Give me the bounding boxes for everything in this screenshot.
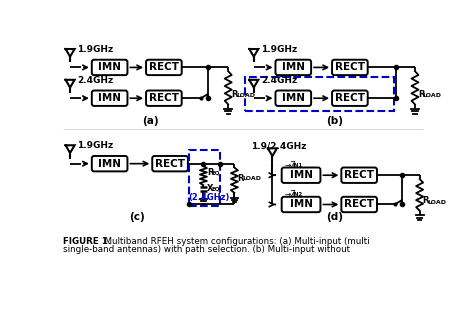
Text: RECT: RECT (149, 93, 179, 103)
Text: LOAD: LOAD (428, 200, 447, 205)
Text: IN1: IN1 (292, 163, 303, 168)
FancyBboxPatch shape (275, 60, 311, 75)
Text: RECT: RECT (344, 199, 374, 210)
Text: RECT: RECT (335, 93, 365, 103)
Text: X: X (207, 184, 214, 193)
Text: R: R (207, 168, 214, 177)
Text: LOAD: LOAD (423, 93, 442, 99)
Text: →Z: →Z (285, 161, 296, 170)
FancyBboxPatch shape (146, 91, 182, 106)
Text: RECT: RECT (155, 159, 185, 169)
FancyBboxPatch shape (152, 156, 188, 171)
FancyBboxPatch shape (332, 91, 368, 106)
Text: IMN: IMN (98, 93, 121, 103)
Bar (190, 150, 220, 206)
Text: RECT: RECT (344, 170, 374, 180)
Text: (b): (b) (326, 116, 343, 126)
Text: 2.4GHz: 2.4GHz (261, 76, 297, 85)
Text: RECT: RECT (335, 62, 365, 73)
Text: (d): (d) (326, 212, 343, 222)
Text: 1.9GHz: 1.9GHz (261, 45, 297, 54)
Text: R: R (237, 174, 244, 183)
Text: R: R (418, 90, 425, 99)
Bar (245, 77, 394, 111)
Text: IMN: IMN (282, 62, 305, 73)
Text: LOAD: LOAD (236, 93, 255, 99)
Text: EQ: EQ (212, 187, 220, 192)
Text: single-band antennas) with path selection. (b) Multi-input without: single-band antennas) with path selectio… (63, 245, 350, 254)
FancyBboxPatch shape (341, 197, 377, 212)
FancyBboxPatch shape (92, 60, 128, 75)
Text: EQ: EQ (212, 170, 220, 176)
Text: (c): (c) (129, 212, 145, 222)
Text: Multiband RFEH system configurations: (a) Multi-input (multi: Multiband RFEH system configurations: (a… (99, 237, 369, 246)
FancyBboxPatch shape (92, 156, 128, 171)
Text: R: R (423, 196, 429, 205)
FancyBboxPatch shape (282, 168, 320, 183)
FancyBboxPatch shape (332, 60, 368, 75)
Text: IMN: IMN (98, 62, 121, 73)
FancyBboxPatch shape (275, 91, 311, 106)
Text: FIGURE 1.: FIGURE 1. (63, 237, 111, 246)
Text: (a): (a) (142, 116, 159, 126)
Text: 1.9/2.4GHz: 1.9/2.4GHz (251, 141, 306, 150)
Text: 2.4GHz: 2.4GHz (77, 76, 113, 85)
Text: →Z: →Z (285, 190, 296, 199)
FancyBboxPatch shape (282, 197, 320, 212)
FancyBboxPatch shape (92, 91, 128, 106)
Text: IN2: IN2 (292, 192, 303, 197)
Text: IMN: IMN (98, 159, 121, 169)
Text: 1.9GHz: 1.9GHz (77, 142, 113, 150)
FancyBboxPatch shape (146, 60, 182, 75)
Text: LOAD: LOAD (242, 176, 261, 181)
Text: RECT: RECT (149, 62, 179, 73)
Text: (2.4GHz): (2.4GHz) (188, 193, 229, 202)
Text: IMN: IMN (282, 93, 305, 103)
Text: R: R (231, 90, 238, 99)
Text: IMN: IMN (290, 199, 312, 210)
FancyBboxPatch shape (341, 168, 377, 183)
Text: IMN: IMN (290, 170, 312, 180)
Text: 1.9GHz: 1.9GHz (77, 45, 113, 54)
